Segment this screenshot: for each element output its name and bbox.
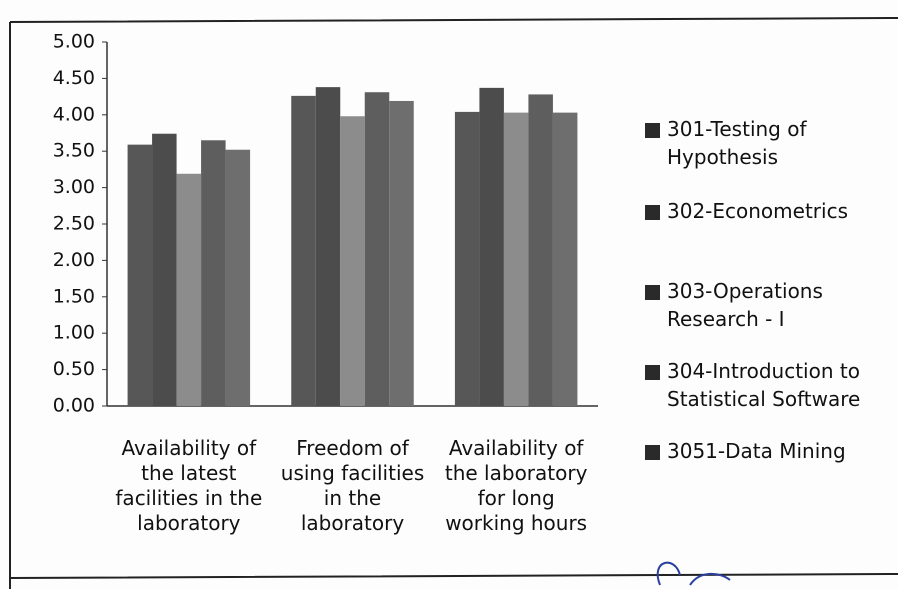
x-tick-label: Freedom of using facilities in the labor… bbox=[280, 436, 425, 535]
legend-swatch bbox=[645, 285, 660, 300]
y-tick-label: 4.00 bbox=[53, 103, 95, 125]
y-tick-label: 4.50 bbox=[53, 67, 95, 89]
y-tick-label: 0.00 bbox=[53, 395, 95, 417]
x-tick-label: Availability of the latest facilities in… bbox=[115, 436, 263, 535]
y-tick-label: 1.00 bbox=[53, 322, 95, 344]
y-tick-label: 0.50 bbox=[53, 358, 95, 380]
bar bbox=[364, 92, 390, 407]
bar bbox=[503, 112, 529, 406]
bar bbox=[152, 133, 177, 406]
bar bbox=[225, 149, 251, 406]
bar bbox=[291, 95, 316, 406]
frame bbox=[9, 17, 898, 589]
y-tick-label: 3.00 bbox=[53, 176, 95, 198]
bar bbox=[528, 94, 553, 406]
bar bbox=[454, 111, 480, 406]
y-tick-label: 5.00 bbox=[53, 31, 95, 53]
y-tick-label: 3.50 bbox=[53, 140, 95, 162]
legend-swatch bbox=[645, 123, 660, 138]
legend-entry: 3051-Data Mining bbox=[645, 437, 846, 465]
signature bbox=[656, 561, 731, 586]
x-tick-label: Availability of the laboratory for long … bbox=[444, 436, 588, 535]
legend-entry: 301-Testing of Hypothesis bbox=[645, 115, 807, 171]
legend-swatch bbox=[645, 365, 660, 380]
y-tick-label: 1.50 bbox=[53, 285, 95, 307]
y-tick-label: 2.50 bbox=[53, 213, 95, 235]
legend-entry: 303-Operations Research - I bbox=[645, 277, 823, 333]
bar bbox=[176, 173, 202, 406]
bar bbox=[389, 100, 414, 406]
bar bbox=[479, 87, 504, 406]
legend-swatch bbox=[645, 445, 660, 460]
legend-swatch bbox=[645, 205, 660, 220]
legend-entry: 304-Introduction to Statistical Software bbox=[645, 357, 860, 413]
bar bbox=[340, 116, 365, 407]
legend-entry: 302-Econometrics bbox=[645, 197, 848, 225]
bar bbox=[201, 140, 226, 406]
bar bbox=[552, 112, 578, 406]
y-tick-label: 2.00 bbox=[53, 249, 95, 271]
bar bbox=[127, 144, 153, 406]
bar bbox=[315, 87, 341, 407]
